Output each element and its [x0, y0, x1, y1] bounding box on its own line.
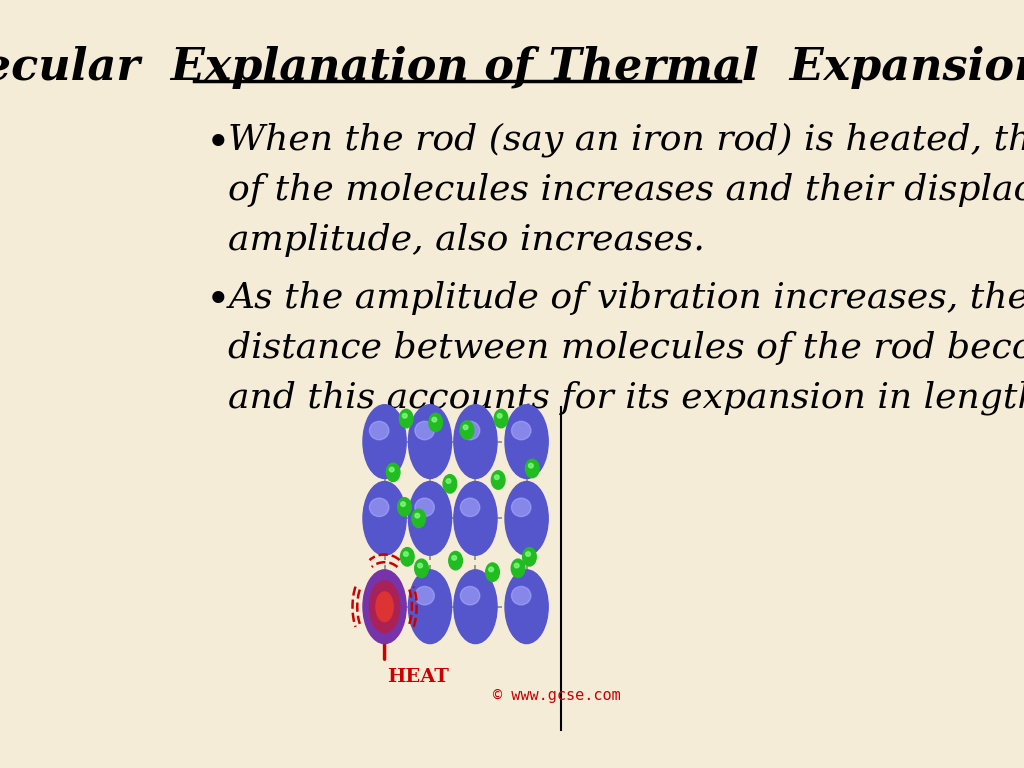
- Ellipse shape: [402, 413, 408, 418]
- Ellipse shape: [432, 417, 436, 422]
- Ellipse shape: [452, 555, 457, 560]
- Ellipse shape: [492, 471, 505, 489]
- Ellipse shape: [461, 587, 480, 605]
- Ellipse shape: [362, 482, 407, 555]
- Ellipse shape: [399, 409, 413, 428]
- Ellipse shape: [403, 551, 409, 556]
- Text: As the amplitude of vibration increases, the average: As the amplitude of vibration increases,…: [228, 280, 1024, 315]
- Ellipse shape: [397, 498, 412, 516]
- Ellipse shape: [446, 478, 451, 483]
- Ellipse shape: [505, 405, 548, 478]
- Text: •: •: [206, 280, 230, 323]
- Ellipse shape: [370, 498, 389, 517]
- Ellipse shape: [511, 498, 530, 517]
- Ellipse shape: [505, 570, 548, 644]
- Ellipse shape: [409, 405, 452, 478]
- Ellipse shape: [415, 422, 434, 440]
- Ellipse shape: [449, 551, 463, 570]
- Ellipse shape: [409, 570, 452, 644]
- Text: When the rod (say an iron rod) is heated, the vibration: When the rod (say an iron rod) is heated…: [228, 123, 1024, 157]
- Ellipse shape: [415, 498, 434, 517]
- Text: HEAT: HEAT: [387, 668, 450, 686]
- Ellipse shape: [525, 459, 539, 478]
- Ellipse shape: [429, 413, 442, 432]
- Ellipse shape: [409, 482, 452, 555]
- Ellipse shape: [488, 567, 494, 571]
- Ellipse shape: [370, 581, 399, 633]
- Ellipse shape: [528, 463, 534, 468]
- Ellipse shape: [454, 570, 497, 644]
- Ellipse shape: [461, 498, 480, 517]
- Text: of the molecules increases and their displacement, or: of the molecules increases and their dis…: [228, 173, 1024, 207]
- Ellipse shape: [463, 425, 468, 429]
- Ellipse shape: [511, 422, 530, 440]
- Ellipse shape: [511, 587, 530, 605]
- Ellipse shape: [370, 422, 389, 440]
- Ellipse shape: [415, 587, 434, 605]
- Ellipse shape: [389, 467, 394, 472]
- Ellipse shape: [376, 592, 393, 621]
- Ellipse shape: [400, 502, 406, 506]
- Ellipse shape: [362, 405, 407, 478]
- Ellipse shape: [522, 548, 537, 566]
- Ellipse shape: [400, 548, 414, 566]
- Ellipse shape: [461, 422, 480, 440]
- Text: distance between molecules of the rod becomes larger: distance between molecules of the rod be…: [228, 330, 1024, 365]
- Ellipse shape: [362, 570, 407, 644]
- Ellipse shape: [495, 475, 500, 479]
- Ellipse shape: [505, 482, 548, 555]
- Text: Molecular  Explanation of Thermal  Expansion: Molecular Explanation of Thermal Expansi…: [0, 46, 1024, 89]
- Ellipse shape: [511, 559, 525, 578]
- Ellipse shape: [460, 421, 474, 439]
- Text: amplitude, also increases.: amplitude, also increases.: [228, 223, 706, 257]
- Ellipse shape: [525, 551, 530, 556]
- Text: © www.gcse.com: © www.gcse.com: [493, 687, 621, 703]
- Ellipse shape: [514, 563, 519, 568]
- Ellipse shape: [418, 563, 423, 568]
- Ellipse shape: [498, 413, 502, 418]
- Ellipse shape: [415, 559, 428, 578]
- Ellipse shape: [412, 509, 425, 528]
- Text: •: •: [206, 123, 230, 165]
- Ellipse shape: [415, 513, 420, 518]
- Ellipse shape: [495, 409, 508, 428]
- Ellipse shape: [485, 563, 500, 581]
- Ellipse shape: [386, 463, 400, 482]
- Ellipse shape: [443, 475, 457, 493]
- Ellipse shape: [454, 405, 497, 478]
- Text: and this accounts for its expansion in length.: and this accounts for its expansion in l…: [228, 380, 1024, 415]
- Ellipse shape: [454, 482, 497, 555]
